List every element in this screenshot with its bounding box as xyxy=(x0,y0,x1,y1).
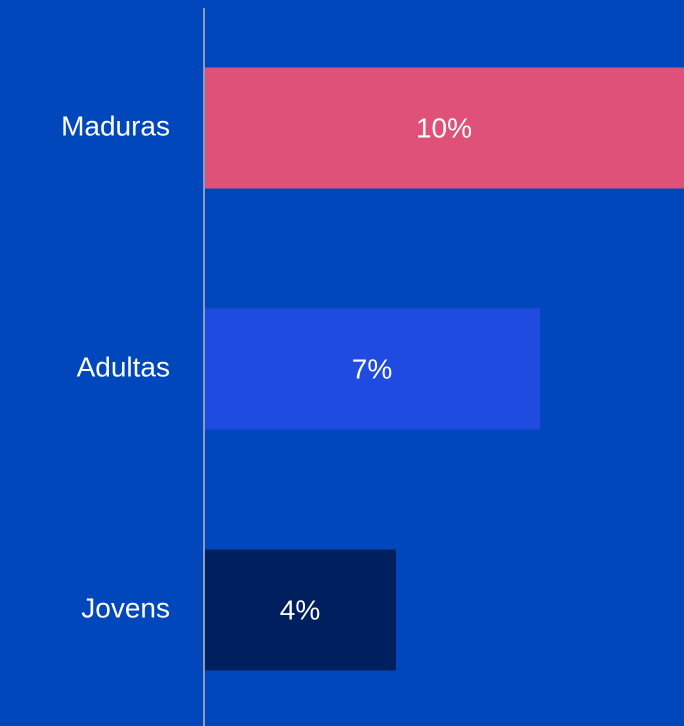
category-label: Jovens xyxy=(81,592,170,623)
data-label: 7% xyxy=(352,353,392,384)
category-label: Adultas xyxy=(77,351,170,382)
category-label: Maduras xyxy=(61,110,170,141)
data-label: 10% xyxy=(416,112,472,143)
bar xyxy=(204,308,540,430)
bar xyxy=(204,67,684,189)
bar xyxy=(204,549,396,671)
data-label: 4% xyxy=(280,594,320,625)
